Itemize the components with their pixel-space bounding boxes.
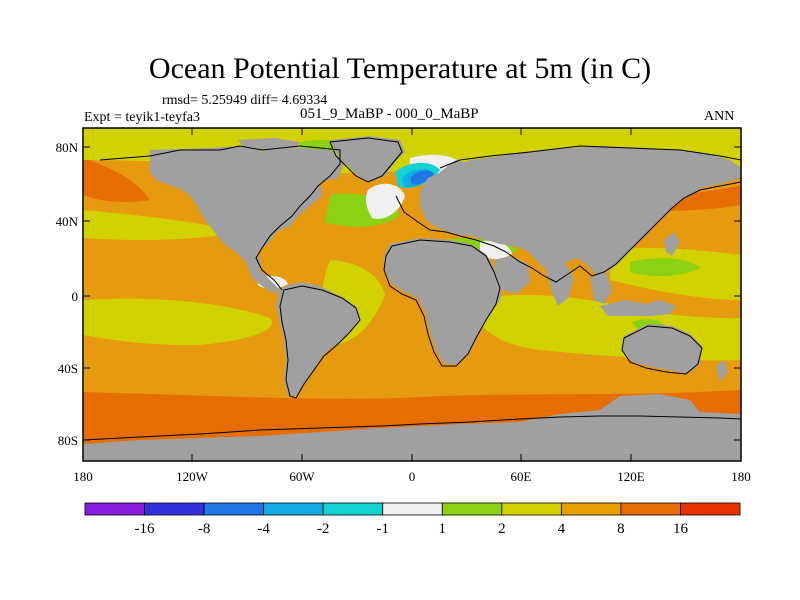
land-scandinavia [440, 160, 470, 186]
anomaly-patch-1-2-nw-pacific [630, 258, 700, 277]
anomaly-patch-minus8-minus4 [410, 170, 434, 185]
map-title: Ocean Potential Temperature at 5m (in C) [148, 52, 652, 85]
coastline-greenland [329, 137, 403, 183]
latitude-labels: 80N 40N 0 40S 80S [56, 140, 79, 448]
experiment-label: Expt = teyik1-teyfa3 [84, 110, 200, 125]
land-maritime-continent [600, 300, 676, 316]
stats-line: rmsd= 5.25949 diff= 4.69334 [162, 93, 328, 108]
lat-label-40s: 40S [58, 361, 78, 376]
colorbar-labels: -16 -8 -4 -2 -1 1 2 4 8 16 [135, 521, 689, 537]
colorbar-label: -4 [257, 521, 270, 537]
longitude-labels: 180 120W 60W 0 60E 120E 180 [73, 469, 751, 484]
colorbar-swatch [84, 502, 145, 516]
map-field [83, 128, 741, 461]
colorbar-swatch [680, 502, 741, 516]
lon-label-180e: 180 [731, 469, 751, 484]
colorbar-swatch [560, 502, 622, 516]
coastlines [83, 137, 741, 441]
coastline-north-america [99, 145, 341, 291]
colorbar-swatch [382, 502, 443, 516]
anomaly-band-2-4-pacific-south [83, 298, 272, 346]
colorbar-swatch [322, 502, 384, 516]
colorbar-label: 8 [617, 521, 625, 537]
lat-label-0: 0 [72, 289, 79, 304]
colorbar-swatch [620, 502, 681, 516]
lon-label-120w: 120W [176, 469, 209, 484]
lon-label-60e: 60E [511, 469, 532, 484]
lon-label-180w: 180 [73, 469, 93, 484]
colorbar-label: 2 [498, 521, 506, 537]
axis-ticks [82, 128, 742, 461]
colorbar-swatch [263, 502, 324, 516]
land-australia [622, 324, 702, 374]
coastline-south-america [279, 285, 361, 399]
coastline-arctic [439, 145, 741, 169]
land-antarctica [83, 394, 741, 461]
period-label: 051_9_MaBP - 000_0_MaBP [300, 106, 479, 122]
lat-label-80n: 80N [56, 140, 79, 155]
anomaly-patch-near-zero-labrador [365, 183, 405, 219]
coastline-australia [621, 325, 703, 375]
colorbar-swatch [144, 502, 205, 516]
colorbar-swatch [501, 502, 562, 516]
lon-label-120e: 120E [617, 469, 645, 484]
colorbar-swatch [441, 502, 503, 516]
land-new-zealand [716, 360, 728, 382]
colorbar-label: -2 [317, 521, 330, 537]
land-africa [384, 238, 504, 364]
coastline-africa [383, 239, 501, 367]
lon-label-0: 0 [409, 469, 416, 484]
land-mask [83, 136, 741, 461]
coastline-eurasia [395, 181, 741, 283]
anomaly-patch-8-16-north [83, 158, 150, 203]
land-japan [664, 232, 680, 256]
lat-label-80s: 80S [58, 433, 78, 448]
lon-label-60w: 60W [289, 469, 315, 484]
colorbar-label: -1 [376, 521, 389, 537]
land-eurasia [420, 146, 741, 276]
colorbar-label: -16 [135, 521, 155, 537]
colorbar-label: 16 [673, 521, 689, 537]
anomaly-band-2-4-north-pacific [83, 210, 240, 240]
land-north-america [150, 146, 345, 272]
colorbar-swatch [203, 502, 265, 516]
land-southeast-asia [590, 272, 612, 304]
lat-label-40n: 40N [56, 214, 79, 229]
coastline-antarctica [83, 415, 741, 441]
land-arabia [494, 256, 530, 294]
colorbar [84, 502, 741, 516]
colorbar-label: 1 [439, 521, 447, 537]
colorbar-label: 4 [558, 521, 566, 537]
colorbar-label: -8 [198, 521, 211, 537]
land-central-america [246, 262, 280, 294]
season-label: ANN [704, 109, 735, 124]
land-south-america [276, 282, 360, 396]
anomaly-patch-near-zero-caspian [480, 240, 512, 260]
